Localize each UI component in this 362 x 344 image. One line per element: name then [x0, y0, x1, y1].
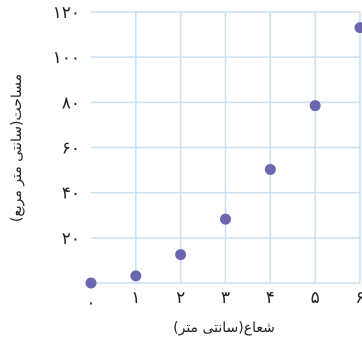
y-tick-label: ۲۰ [62, 229, 80, 249]
y-tick-label: ۸۰ [62, 93, 80, 113]
x-tick-label: ۴ [266, 288, 275, 308]
data-point [85, 277, 97, 289]
y-tick-labels: ۲۰ ۴۰ ۶۰ ۸۰ ۱۰۰ ۱۲۰ [53, 3, 80, 249]
y-tick-label: ۶۰ [62, 139, 80, 159]
x-tick-label: ۰ [86, 293, 95, 313]
x-tick-label: ۲ [176, 288, 185, 308]
y-tick-label: ۴۰ [62, 184, 80, 204]
x-tick-label: ۵ [311, 288, 320, 308]
x-tick-labels: ۰ ۱ ۲ ۳ ۴ ۵ ۶ [86, 288, 362, 313]
x-tick-label: ۳ [221, 288, 230, 308]
y-tick-label: ۱۰۰ [53, 48, 80, 68]
data-points [85, 22, 362, 289]
data-point [309, 100, 321, 112]
data-point [354, 22, 362, 34]
x-tick-label: ۶ [355, 288, 362, 308]
y-tick-label: ۱۲۰ [53, 3, 80, 23]
y-axis-title: مساحت(سانتی متر مربع) [9, 74, 25, 222]
data-point [264, 163, 276, 175]
data-point [220, 213, 231, 225]
x-tick-label: ۱ [131, 288, 140, 308]
grid [91, 11, 361, 284]
x-axis-title: شعاع(سانتی متر) [173, 320, 275, 336]
data-point [130, 270, 142, 282]
data-point [175, 249, 187, 261]
